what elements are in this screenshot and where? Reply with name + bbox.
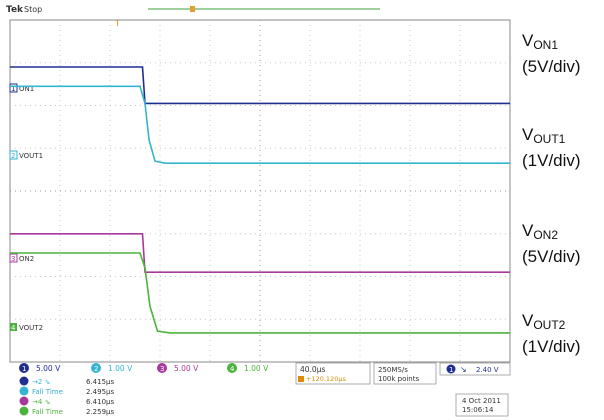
trigger-position: +120.120µs [306,375,346,383]
von1-scale: (5V/div) [522,57,581,76]
svg-text:1: 1 [11,85,15,93]
von2-annotation: VON2 (5V/div) [522,221,581,266]
ch1-marker: 1 ON1 [9,83,34,93]
meas3-label: →4 ⇘ [32,398,50,406]
ch3-label: ON2 [19,255,34,263]
trigger-level: 2.40 V [476,366,499,374]
meas1-value: 6.415µs [86,378,114,386]
side-annotations: VON1 (5V/div) VOUT1 (1V/div) VON2 (5V/di… [512,0,604,420]
svg-text:3: 3 [160,365,164,373]
readout-panel: 1 5.00 V 2 1.00 V 3 5.00 V 4 1.00 V →2 ⇘… [19,362,511,417]
trigger-slope-icon: ↘ [460,365,467,374]
record-view-marker [190,6,195,12]
meas1-label: →2 ⇘ [32,378,50,386]
ch4-scale: 1.00 V [244,364,269,373]
svg-text:1: 1 [22,365,26,373]
meas2-label: Fall Time [32,388,63,396]
acquisition-status: Stop [24,5,42,14]
oscilloscope-screen: Tek Stop T 1 ON1 2 VOUT1 3 ON2 4 VOUT2 1… [6,5,511,417]
trace-vout2 [10,252,510,334]
vout2-annotation: VOUT2 (1V/div) [522,311,581,356]
ch4-label: VOUT2 [19,324,43,332]
date: 4 Oct 2011 [462,397,501,405]
record-length: 100k points [378,375,419,383]
meas4-value: 2.259µs [86,408,114,416]
svg-text:4: 4 [230,365,235,373]
svg-text:2: 2 [11,152,15,160]
vout1-annotation: VOUT1 (1V/div) [522,125,581,170]
vout2-scale: (1V/div) [522,337,581,356]
trace-on2 [10,233,510,274]
ch4-marker: 4 VOUT2 [10,323,43,332]
svg-text:3: 3 [11,255,15,263]
time: 15:06:14 [462,406,494,414]
trigger-position-marker: T [114,19,120,28]
von2-scale: (5V/div) [522,247,581,266]
ch2-scale: 1.00 V [108,364,133,373]
waveform-traces [10,66,510,334]
grid-lines [10,20,510,362]
svg-text:2: 2 [94,365,98,373]
svg-text:4: 4 [11,324,16,332]
ch1-label: ON1 [19,85,34,93]
brand-label: Tek [6,5,24,15]
ch3-scale: 5.00 V [174,364,199,373]
meas4-label: Fall Time [32,408,63,416]
sample-rate: 250MS/s [378,366,408,374]
von1-annotation: VON1 (5V/div) [522,31,581,76]
meas2-value: 2.495µs [86,388,114,396]
timebase: 40.0µs [300,365,325,374]
ch2-marker: 2 VOUT1 [9,150,43,160]
ch1-scale: 5.00 V [36,364,61,373]
trace-on1 [10,66,510,105]
ch3-marker: 3 ON2 [9,253,34,263]
meas3-value: 6.410µs [86,398,114,406]
trace-vout1 [10,85,510,164]
ch2-label: VOUT1 [19,152,43,160]
vout1-scale: (1V/div) [522,151,581,170]
svg-text:1: 1 [449,366,453,374]
